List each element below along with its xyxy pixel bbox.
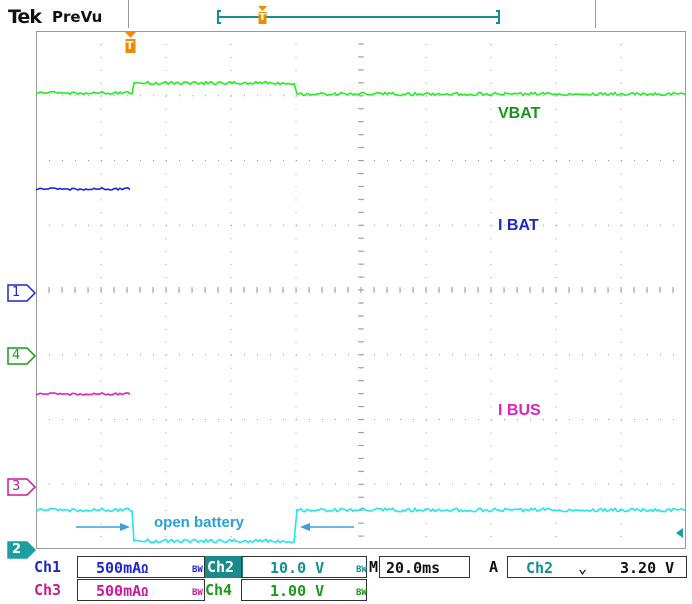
ch4-scale[interactable]: 1.00 V BW <box>241 579 367 601</box>
trigger-mode-label: A <box>489 558 499 576</box>
status-bar: Ch1 500mAΩ BW Ch2 10.0 V BW M 20.0ms A Ch2… <box>0 552 692 603</box>
ch4-label[interactable]: Ch4 <box>205 581 233 599</box>
trigger-marker: T <box>124 32 137 54</box>
timebase[interactable]: 20.0ms <box>379 556 470 578</box>
ch1-scale[interactable]: 500mAΩ BW <box>77 556 205 578</box>
falling-edge-icon: ⌄ <box>578 559 588 577</box>
acquisition-mode: PreVu <box>52 8 103 26</box>
graticule <box>35 30 687 550</box>
header-divider <box>128 0 129 28</box>
ibat-label: I BAT <box>498 217 539 234</box>
ch1-ground-marker[interactable]: 1 <box>7 284 37 302</box>
vbat-trace <box>35 80 686 97</box>
scope-header: Tek PreVu T <box>0 0 692 32</box>
ch1-label[interactable]: Ch1 <box>34 558 62 576</box>
ch4-ground-marker[interactable]: 4 <box>7 347 37 365</box>
ch2-offset-marker <box>676 528 683 538</box>
ibus-label: I BUS <box>498 402 541 419</box>
cyan-trace <box>35 506 686 545</box>
trigger-position-marker: T <box>257 6 268 26</box>
status-row-1: Ch1 500mAΩ BW Ch2 10.0 V BW M 20.0ms A Ch2… <box>0 556 692 578</box>
arrow-right-head <box>120 523 130 531</box>
ch2-scale[interactable]: 10.0 V BW <box>241 556 367 578</box>
open-battery-annotation: open battery <box>154 514 245 531</box>
ibus-trace <box>35 392 131 397</box>
waveform-display[interactable]: VBAT I BAT I BUS open battery T <box>35 30 687 550</box>
ch2-label[interactable]: Ch2 <box>205 556 243 578</box>
ch3-scale[interactable]: 500mAΩ BW <box>77 579 205 601</box>
m-label: M <box>369 558 379 576</box>
record-position-bar[interactable]: T <box>217 6 500 24</box>
ch2-ground-marker[interactable]: 2 <box>7 541 37 559</box>
ch3-ground-marker[interactable]: 3 <box>7 478 37 496</box>
status-row-2: Ch3 500mAΩ BW Ch4 1.00 V BW <box>0 579 692 601</box>
ibat-trace <box>35 187 131 192</box>
header-divider <box>595 0 596 28</box>
brand-logo: Tek <box>8 6 42 28</box>
ch3-label[interactable]: Ch3 <box>34 581 62 599</box>
trigger-setting[interactable]: Ch2 ⌄ 3.20 V <box>507 556 687 578</box>
arrow-left-head <box>300 523 310 531</box>
vbat-label: VBAT <box>498 105 541 122</box>
